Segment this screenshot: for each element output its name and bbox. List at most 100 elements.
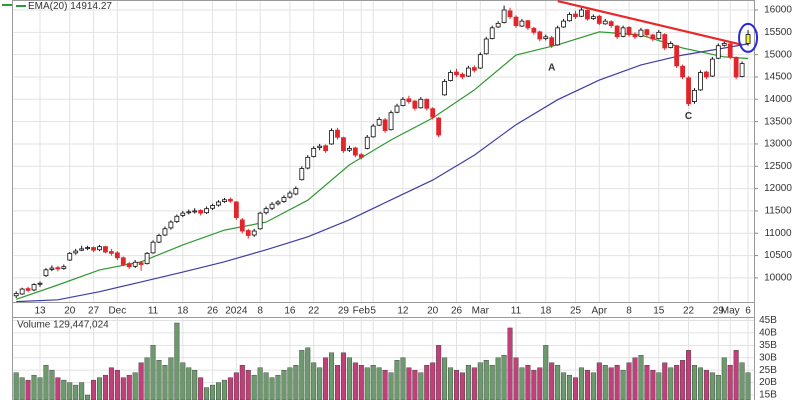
volume-bar [674,365,680,400]
candle-body [382,119,388,131]
x-tick-label: 15 [653,306,665,317]
x-tick-label: 22 [308,306,320,317]
candle-body [138,262,144,265]
candle-body [97,246,102,251]
y-tick-label: 15500 [764,27,792,38]
volume-bar [507,327,513,400]
volume-tick-label: 35B [759,340,777,351]
trendline [557,0,743,46]
volume-bar [329,352,335,400]
volume-bar [632,357,638,400]
candle-body [507,10,513,18]
y-tick-label: 15000 [764,49,792,60]
x-tick-label: Feb [353,306,371,317]
volume-tick-label: 20B [759,377,777,388]
volume-bar [25,379,31,400]
volume-bar [299,350,305,400]
candle-body [471,67,477,71]
candle-body [91,247,96,251]
x-tick-label: Apr [592,306,608,317]
volume-bar [215,382,221,400]
volume-tick-label: 30B [759,352,777,363]
candle-body [109,251,114,254]
volume-bar [436,345,442,400]
x-tick-label: Dec [108,306,126,317]
candle-body [335,129,340,138]
volume-bar [578,367,584,400]
candle-body [704,71,709,78]
candle-body [454,71,459,76]
candle-body [13,293,19,297]
x-tick-label: 26 [207,306,219,317]
candle-body [460,73,465,78]
candle-body [519,20,525,27]
volume-bar [543,345,549,400]
y-tick-label: 13000 [764,139,792,150]
candle-body [245,230,251,236]
volume-bar [561,372,567,400]
volume-bar [626,362,632,400]
x-tick-label: 29 [338,306,350,317]
annotation: A [548,63,555,74]
candle-body [715,45,721,59]
volume-bar [382,369,388,400]
volume-bar [263,372,269,400]
volume-bar [668,367,674,400]
candle-body [275,201,281,205]
candle-body [263,208,269,214]
y-tick-label: 11000 [764,228,792,239]
candle-body [418,98,424,109]
volume-bar [489,365,495,400]
volume-bar [96,377,102,400]
volume-bar [644,365,650,400]
candle-body [745,34,751,44]
candle-body [656,31,662,39]
volume-bar [745,372,751,400]
volume-bar [317,367,323,400]
volume-bar [692,365,698,400]
volume-bar [519,367,525,400]
candle-body [269,203,275,209]
candle-body [412,100,418,109]
candle-body [305,156,311,169]
candle-body [204,208,210,214]
candle-body [424,98,430,109]
x-tick-label: May [721,306,740,317]
volume-bar [61,379,67,400]
volume-bar [650,369,656,400]
candle-body [590,16,596,19]
candle-body [620,27,626,37]
frame: EMA(20) 14914.27 Volume 129,447,024 [2,0,755,400]
candle-body [632,33,638,38]
volume-bar [251,374,257,400]
volume-bar [210,384,216,400]
y-tick-label: 12000 [764,183,792,194]
volume-bar [471,367,477,400]
candle-body [19,288,25,295]
volume-bar [55,377,61,400]
volume-bar [442,357,448,400]
candle-body [692,89,697,102]
volume-bar [531,369,537,400]
candle-body [37,282,43,285]
volume-bar [239,365,245,400]
candle-body [644,29,650,35]
candle-body [477,54,483,69]
candle-body [674,45,680,67]
candle-body [61,266,67,269]
volume-bar [73,384,79,400]
volume-bar [590,372,596,400]
volume-bar [358,365,364,400]
volume-bar [43,365,49,400]
volume-bar [49,369,55,400]
candle-body [329,130,334,145]
candle-body [436,117,442,136]
candle-body [222,199,227,202]
volume-bar [305,347,311,400]
volume-bar [608,367,614,400]
x-tick-label: 8 [257,306,263,317]
volume-bar [275,374,281,400]
volume-bar [335,365,341,400]
candle-body [79,248,85,251]
volume-bar [67,382,73,400]
